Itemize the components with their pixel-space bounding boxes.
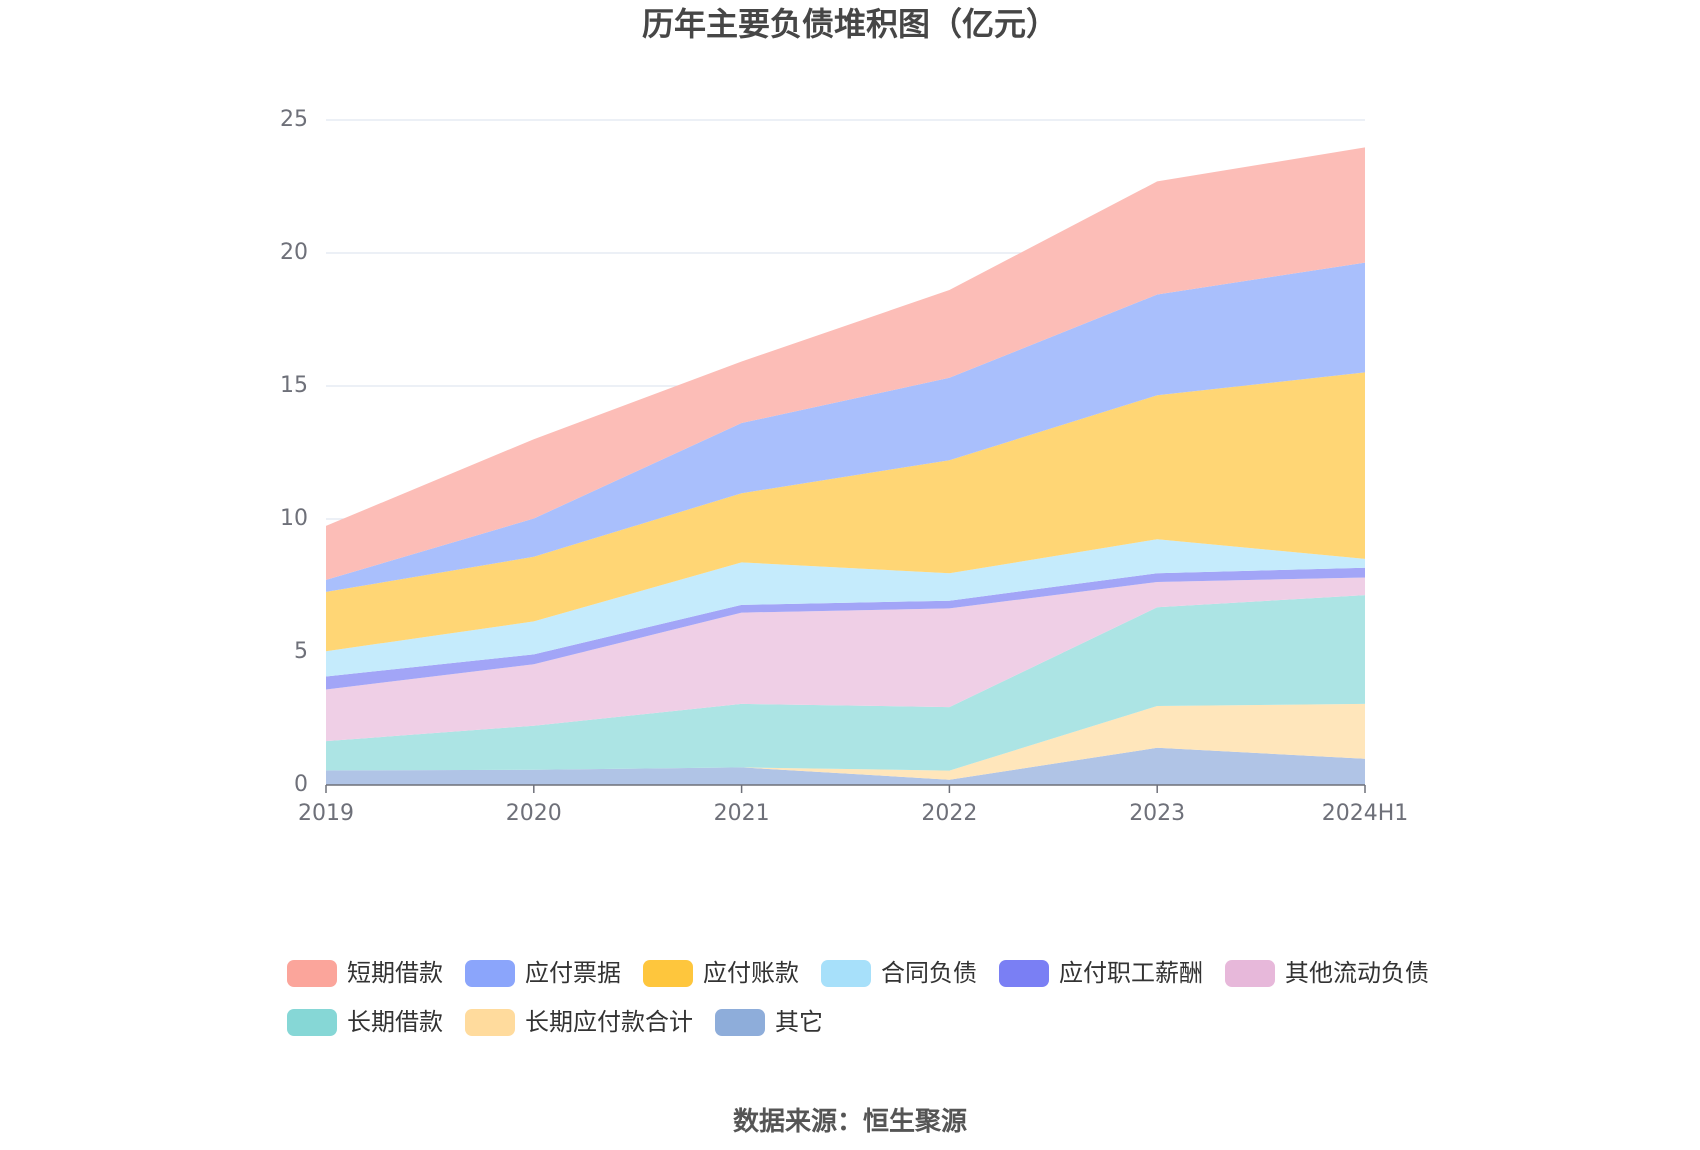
legend-label: 应付票据 [525, 959, 621, 987]
legend-item-short-term-loans[interactable]: 短期借款 [287, 960, 443, 987]
area-band-accounts-payable [326, 372, 1365, 652]
area-band-others [326, 747, 1365, 785]
x-tick-label: 2021 [714, 801, 770, 826]
legend-item-notes-payable[interactable]: 应付票据 [465, 960, 621, 987]
legend-label: 短期借款 [347, 959, 443, 987]
area-band-long-term-loans [326, 595, 1365, 771]
legend: 短期借款 应付票据 应付账款 合同负债 应付职工薪酬 其他流动负债 长期借款 长… [287, 960, 1447, 1036]
y-tick-label: 0 [294, 772, 308, 797]
data-source-note: 数据来源：恒生聚源 [732, 1107, 967, 1137]
y-tick-label: 5 [294, 639, 308, 664]
y-tick-label: 10 [280, 506, 308, 531]
legend-label: 合同负债 [881, 959, 977, 987]
legend-label: 应付职工薪酬 [1059, 959, 1203, 987]
y-tick-label: 15 [280, 373, 308, 398]
chart-title: 历年主要负债堆积图（亿元） [641, 5, 1058, 43]
legend-swatch [465, 960, 515, 987]
x-tick-label: 2019 [298, 801, 354, 826]
area-band-notes-payable [326, 262, 1365, 592]
legend-swatch [821, 960, 871, 987]
stacked-area-chart: 0 5 10 15 20 25 2019 2020 2021 2022 2023 2024H1 [280, 107, 1408, 826]
x-tick-label: 2023 [1129, 801, 1185, 826]
legend-item-others[interactable]: 其它 [715, 1009, 823, 1036]
legend-label: 应付账款 [703, 959, 799, 987]
area-band-contract-liabilities [326, 539, 1365, 677]
y-tick-label: 20 [280, 240, 308, 265]
area-band-long-term-payables-total [326, 703, 1365, 780]
x-tick-label: 2020 [506, 801, 562, 826]
area-band-other-current-liabilities [326, 577, 1365, 742]
legend-item-other-current-liabilities[interactable]: 其他流动负债 [1225, 960, 1429, 987]
legend-label: 长期应付款合计 [525, 1008, 693, 1036]
legend-swatch [287, 960, 337, 987]
legend-swatch [465, 1009, 515, 1036]
area-band-short-term-loans [326, 147, 1365, 580]
legend-item-accounts-payable[interactable]: 应付账款 [643, 960, 799, 987]
legend-swatch [1225, 960, 1275, 987]
legend-label: 其它 [775, 1008, 823, 1036]
axes: 0 5 10 15 20 25 2019 2020 2021 2022 2023 2024H1 [280, 107, 1408, 826]
legend-label: 长期借款 [347, 1008, 443, 1036]
legend-item-long-term-loans[interactable]: 长期借款 [287, 1009, 443, 1036]
legend-swatch [999, 960, 1049, 987]
legend-item-long-term-payables-total[interactable]: 长期应付款合计 [465, 1009, 693, 1036]
y-tick-label: 25 [280, 107, 308, 132]
legend-swatch [643, 960, 693, 987]
area-bands [326, 147, 1365, 785]
x-tick-label: 2024H1 [1322, 801, 1409, 826]
legend-label: 其他流动负债 [1285, 959, 1429, 987]
legend-swatch [715, 1009, 765, 1036]
legend-item-employee-payroll-payable[interactable]: 应付职工薪酬 [999, 960, 1203, 987]
legend-swatch [287, 1009, 337, 1036]
legend-item-contract-liabilities[interactable]: 合同负债 [821, 960, 977, 987]
x-tick-label: 2022 [921, 801, 977, 826]
